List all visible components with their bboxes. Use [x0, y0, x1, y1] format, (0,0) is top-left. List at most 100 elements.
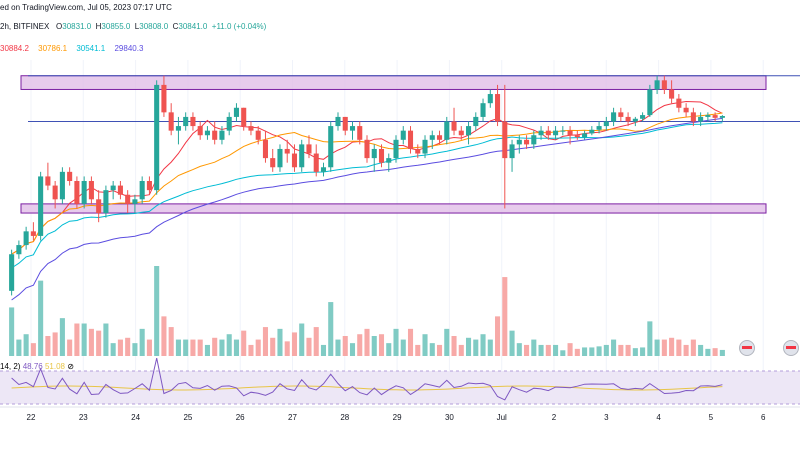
volume-bar	[183, 339, 189, 356]
candle-body	[560, 130, 566, 132]
volume-bar	[516, 343, 522, 356]
ma-value-3: 30541.1	[76, 44, 106, 53]
rsi-value: 48.76	[22, 362, 43, 371]
volume-bar	[328, 302, 334, 356]
volume-bar	[618, 344, 624, 356]
candle-body	[654, 80, 660, 90]
candle-body	[277, 148, 283, 168]
x-tick-label: 2	[551, 413, 557, 422]
volume-bar	[719, 349, 725, 356]
volume-bar	[400, 339, 406, 356]
x-tick-label: 23	[78, 413, 88, 422]
volume-bar	[596, 346, 602, 356]
volume-bar	[625, 344, 631, 356]
volume-bar	[291, 332, 298, 356]
candle-body	[306, 144, 312, 154]
candle-body	[125, 194, 131, 204]
volume-bar	[349, 343, 356, 356]
candle-body	[712, 115, 718, 118]
candle-body	[161, 84, 167, 113]
volume-bar	[67, 339, 73, 356]
ma-value-4: 29840.3	[114, 44, 144, 53]
published-line: ed on TradingView.com, Jul 05, 2023 07:1…	[0, 3, 172, 12]
candle-body	[168, 112, 174, 131]
low-label: L	[134, 22, 140, 31]
volume-bar	[96, 330, 102, 356]
volume-bar	[371, 336, 377, 356]
volume-bar	[262, 327, 269, 356]
moving-average-line	[11, 112, 723, 255]
x-tick-label: 25	[183, 413, 193, 422]
volume-bar	[415, 344, 421, 356]
volume-bar	[38, 280, 44, 356]
high-label: H	[95, 22, 102, 31]
candle-body	[524, 139, 530, 145]
candle-body	[502, 121, 508, 159]
x-tick-label: 27	[288, 413, 297, 422]
x-tick-label: 22	[26, 413, 36, 422]
candle-body	[661, 80, 667, 90]
volume-bar	[473, 339, 479, 356]
us-flag-icon[interactable]	[783, 340, 799, 356]
candle-body	[422, 139, 428, 154]
candle-body	[574, 135, 580, 138]
candle-body	[190, 116, 196, 127]
candle-body	[349, 126, 356, 131]
candle-body	[364, 139, 370, 159]
x-tick-label: 5	[708, 413, 714, 422]
volume-bar	[335, 339, 341, 356]
volume-bar	[313, 327, 319, 356]
volume-bar	[190, 339, 196, 356]
candle-body	[487, 94, 493, 104]
volume-bar	[146, 339, 152, 356]
candle-body	[45, 176, 51, 186]
candle-body	[23, 231, 29, 246]
candle-body	[669, 89, 675, 99]
volume-bar	[690, 339, 696, 356]
candle-body	[690, 112, 696, 122]
candle-body	[154, 84, 160, 191]
candle-body	[625, 116, 631, 122]
zone-rect	[20, 75, 767, 90]
volume-bar	[299, 323, 305, 356]
candle-body	[444, 121, 450, 140]
close-label: C	[172, 22, 179, 31]
candle-body	[509, 144, 515, 159]
volume-bar	[560, 350, 566, 356]
volume-bar	[110, 343, 116, 356]
rsi-settings-icon[interactable]: ⊘	[67, 362, 74, 371]
candle-body	[226, 116, 232, 131]
zone-rect	[20, 203, 767, 214]
candle-body	[233, 107, 239, 117]
candle-body	[386, 158, 392, 163]
candle-body	[719, 116, 725, 118]
volume-bar	[603, 344, 609, 356]
candle-body	[183, 116, 189, 127]
us-flag-icon[interactable]	[739, 340, 755, 356]
candle-body	[96, 199, 102, 214]
x-tick-label: 28	[340, 413, 350, 422]
candle-body	[698, 116, 704, 122]
candle-body	[603, 121, 609, 127]
volume-bar	[509, 330, 515, 356]
candle-body	[110, 185, 116, 191]
candle-body	[67, 171, 73, 181]
candle-body	[38, 176, 44, 236]
candle-body	[197, 126, 203, 136]
candle-body	[378, 148, 385, 163]
volume-bar	[241, 330, 247, 356]
candle-body	[495, 94, 501, 122]
candle-body	[632, 118, 638, 122]
volume-bar	[88, 328, 94, 356]
close-value: 30841.0	[178, 22, 208, 31]
candle-body	[74, 181, 80, 204]
volume-bar	[197, 339, 203, 356]
volume-bar	[154, 266, 160, 356]
candle-body	[393, 139, 399, 159]
candle-body	[705, 115, 711, 117]
volume-bar	[23, 334, 29, 356]
volume-bar	[364, 328, 370, 356]
volume-bar	[524, 344, 530, 356]
